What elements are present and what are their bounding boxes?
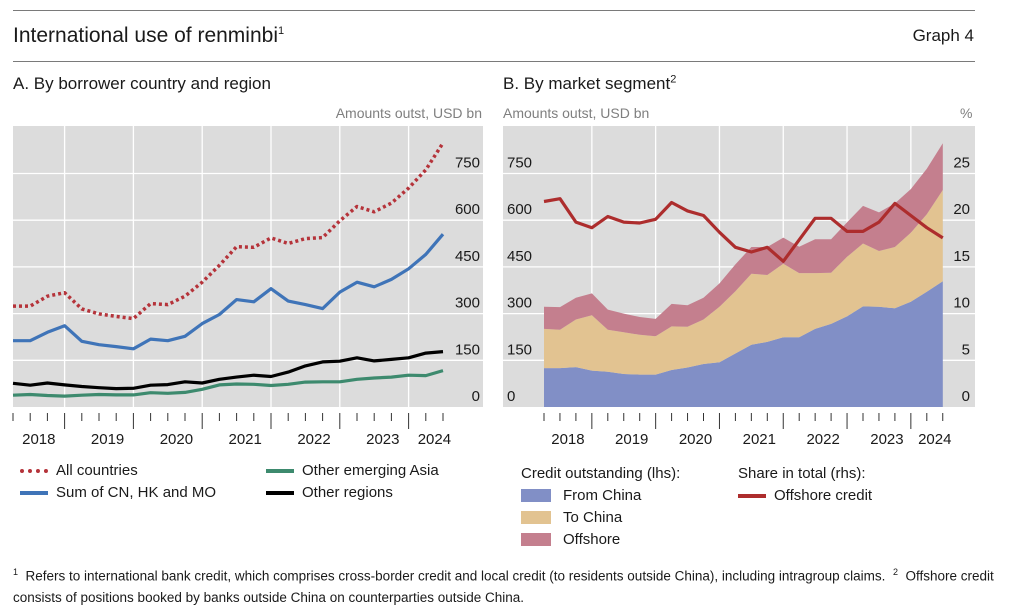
line-swatch-icon (266, 491, 294, 495)
x-tick-label: 2020 (679, 431, 712, 448)
legend-item-sum-cn-hk-mo: Sum of CN, HK and MO (20, 484, 216, 501)
legend-label: All countries (56, 462, 138, 479)
area-swatch-icon (521, 533, 551, 546)
line-swatch-icon (738, 494, 766, 498)
x-tick-label: 2021 (743, 431, 776, 448)
legend-item-from-china: From China (521, 487, 641, 504)
x-tick-label: 2023 (366, 431, 399, 448)
footnotes: 1 Refers to international bank credit, w… (13, 562, 1003, 608)
legend-label: From China (563, 487, 641, 504)
x-tick-label: 2020 (160, 431, 193, 448)
x-tick-label: 2022 (806, 431, 839, 448)
y-tick-label-right: 10 (953, 295, 970, 312)
area-swatch-icon (521, 489, 551, 502)
legend-item-other-regions: Other regions (266, 484, 393, 501)
area-swatch-icon (521, 511, 551, 524)
y-tick-label: 750 (455, 155, 480, 172)
y-tick-label-right: 15 (953, 248, 970, 265)
y-tick-label-left: 750 (507, 155, 532, 172)
x-tick-label: 2024 (418, 431, 451, 448)
footnote-mark: 1 (13, 567, 18, 577)
x-tick-label: 2019 (615, 431, 648, 448)
footnote-mark: 2 (893, 567, 898, 577)
y-tick-label: 0 (472, 388, 480, 405)
y-tick-label: 450 (455, 248, 480, 265)
footnote-1: Refers to international bank credit, whi… (26, 569, 886, 584)
x-tick-label: 2024 (918, 431, 951, 448)
panel-a-plot: 2018 2019 2020 2021 2022 2023 2024 0 150 300 450 60… (13, 126, 483, 448)
legend-label: Other regions (302, 484, 393, 501)
legend-item-other-emerging-asia: Other emerging Asia (266, 462, 439, 479)
y-tick-label-right: 25 (953, 155, 970, 172)
dotted-line-swatch-icon (20, 469, 48, 473)
footnote-text: 1 Refers to international bank credit, w… (13, 562, 1003, 608)
y-tick-label-left: 600 (507, 201, 532, 218)
legend-label: To China (563, 509, 622, 526)
y-tick-label-right: 0 (962, 388, 970, 405)
legend-label: Offshore (563, 531, 620, 548)
y-tick-label-left: 450 (507, 248, 532, 265)
y-tick-label: 150 (455, 341, 480, 358)
legend-item-to-china: To China (521, 509, 622, 526)
legend-item-all-countries: All countries (20, 462, 138, 479)
line-swatch-icon (20, 491, 48, 495)
x-tick-label: 2018 (551, 431, 584, 448)
line-swatch-icon (266, 469, 294, 473)
y-tick-label-left: 300 (507, 295, 532, 312)
x-tick-label: 2021 (229, 431, 262, 448)
x-tick-label: 2023 (870, 431, 903, 448)
y-tick-label-right: 20 (953, 201, 970, 218)
y-tick-label: 300 (455, 295, 480, 312)
legend-label: Other emerging Asia (302, 462, 439, 479)
y-tick-label-left: 0 (507, 388, 515, 405)
legend-heading-lhs: Credit outstanding (lhs): (521, 465, 680, 482)
x-tick-label: 2018 (22, 431, 55, 448)
y-tick-label-right: 5 (962, 341, 970, 358)
x-tick-label: 2019 (91, 431, 124, 448)
y-tick-label: 600 (455, 201, 480, 218)
legend-heading-rhs: Share in total (rhs): (738, 465, 866, 482)
x-tick-label: 2022 (297, 431, 330, 448)
y-tick-label-left: 150 (507, 341, 532, 358)
legend-label: Sum of CN, HK and MO (56, 484, 216, 501)
legend-label: Offshore credit (774, 487, 872, 504)
legend-item-offshore-credit: Offshore credit (738, 487, 872, 504)
legend-item-offshore: Offshore (521, 531, 620, 548)
